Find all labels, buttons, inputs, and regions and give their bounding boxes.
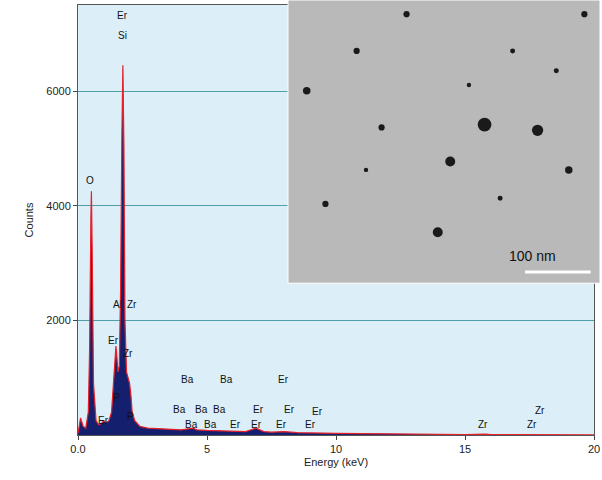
svg-text:Ba: Ba bbox=[195, 404, 208, 415]
svg-text:Er: Er bbox=[98, 415, 109, 426]
svg-text:0.0: 0.0 bbox=[70, 443, 85, 455]
svg-text:15: 15 bbox=[459, 443, 471, 455]
svg-text:O: O bbox=[86, 175, 94, 186]
svg-text:100 nm: 100 nm bbox=[509, 248, 556, 264]
svg-text:Energy (keV): Energy (keV) bbox=[304, 456, 368, 468]
svg-text:Ba: Ba bbox=[185, 419, 198, 430]
svg-text:Counts: Counts bbox=[23, 202, 35, 237]
svg-text:Er: Er bbox=[312, 406, 323, 417]
svg-text:P: P bbox=[127, 411, 134, 422]
svg-text:2000: 2000 bbox=[46, 314, 70, 326]
svg-text:Zr: Zr bbox=[527, 419, 537, 430]
svg-text:Zr: Zr bbox=[123, 348, 133, 359]
svg-text:Er: Er bbox=[251, 419, 262, 430]
svg-text:Er: Er bbox=[276, 419, 287, 430]
svg-text:Ba: Ba bbox=[181, 374, 194, 385]
svg-text:10: 10 bbox=[330, 443, 342, 455]
svg-text:6000: 6000 bbox=[46, 85, 70, 97]
svg-text:20: 20 bbox=[588, 443, 600, 455]
svg-text:Er: Er bbox=[253, 404, 264, 415]
svg-text:Er: Er bbox=[305, 419, 316, 430]
svg-text:Er: Er bbox=[117, 10, 128, 21]
svg-text:P: P bbox=[113, 392, 120, 403]
svg-text:Er: Er bbox=[108, 335, 119, 346]
svg-text:Ba: Ba bbox=[213, 404, 226, 415]
svg-text:Er: Er bbox=[278, 374, 289, 385]
svg-text:Ba: Ba bbox=[173, 404, 186, 415]
svg-text:Ba: Ba bbox=[204, 419, 217, 430]
svg-text:Er: Er bbox=[230, 419, 241, 430]
svg-text:Zr: Zr bbox=[127, 299, 137, 310]
svg-text:Er: Er bbox=[284, 404, 295, 415]
svg-text:Ba: Ba bbox=[220, 374, 233, 385]
svg-text:5: 5 bbox=[204, 443, 210, 455]
svg-text:4000: 4000 bbox=[46, 200, 70, 212]
svg-text:Si: Si bbox=[118, 30, 127, 41]
svg-text:Zr: Zr bbox=[478, 419, 488, 430]
svg-text:Zr: Zr bbox=[535, 405, 545, 416]
svg-text:Al: Al bbox=[113, 299, 122, 310]
